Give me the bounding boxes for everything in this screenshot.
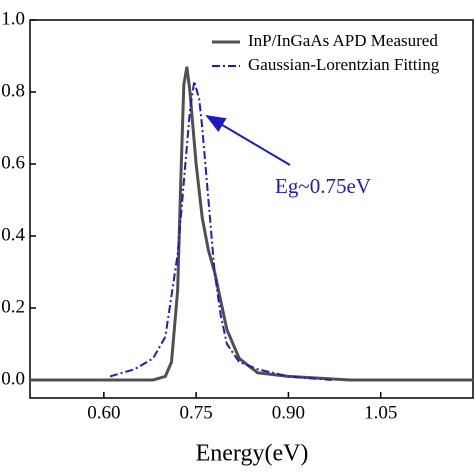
legend-label: InP/InGaAs APD Measured	[248, 31, 438, 50]
annotation-arrow	[205, 114, 291, 166]
legend-label: Gaussian-Lorentzian Fitting	[248, 55, 440, 74]
plot-frame	[29, 19, 474, 399]
y-tick-label: 1.0	[1, 8, 25, 29]
y-tick-label: 0.6	[1, 152, 25, 173]
y-tick-label: 0.2	[1, 296, 25, 317]
x-tick-label: 0.60	[87, 402, 120, 423]
y-tick-label: 0.4	[1, 224, 25, 245]
x-tick-label: 0.75	[180, 402, 213, 423]
y-tick-label: 0.0	[1, 368, 25, 389]
annotation: Eg~0.75eV	[275, 174, 371, 198]
x-tick-label: 1.05	[364, 402, 397, 423]
x-tick-label: 0.90	[272, 402, 305, 423]
y-tick-label: 0.8	[1, 80, 25, 101]
series-line	[30, 66, 473, 382]
x-axis-label: Energy(eV)	[196, 441, 309, 467]
series-line	[109, 80, 332, 381]
